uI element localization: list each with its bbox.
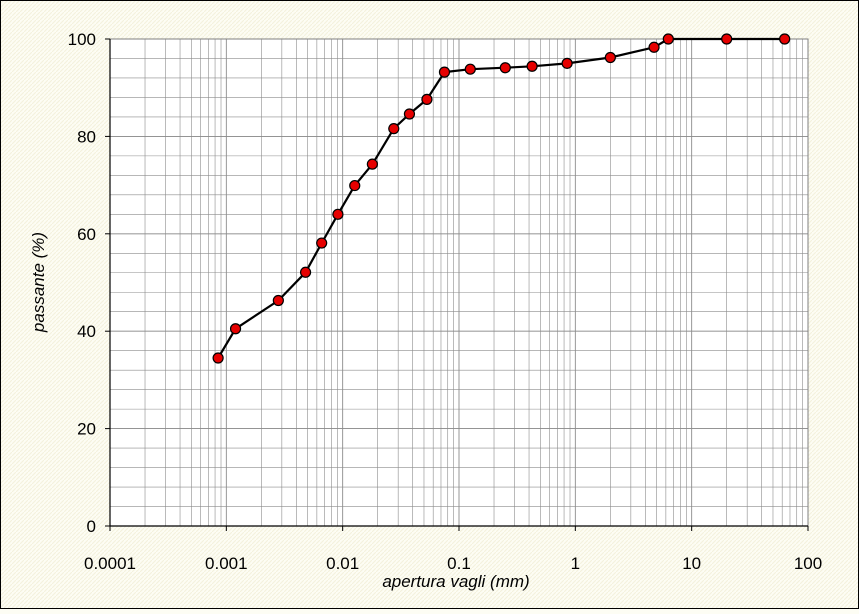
- y-tick-label: 0: [87, 517, 96, 536]
- y-tick-label: 40: [77, 322, 96, 341]
- y-tick-label: 60: [77, 225, 96, 244]
- y-axis-label: passante (%): [29, 232, 48, 333]
- data-point: [349, 179, 361, 192]
- data-point: [779, 33, 791, 45]
- data-point: [499, 62, 511, 74]
- data-point: [229, 323, 242, 335]
- data-point: [526, 60, 538, 72]
- y-tick-label: 20: [77, 420, 96, 439]
- x-tick-label: 0.001: [205, 554, 248, 573]
- data-point: [299, 266, 312, 278]
- axes: [105, 38, 809, 531]
- y-tick-labels: 0 20 40 60 80 100: [68, 30, 96, 536]
- x-axis-label: apertura vagli (mm): [382, 572, 529, 591]
- data-point: [212, 352, 224, 364]
- data-point: [272, 294, 284, 307]
- data-point: [316, 237, 328, 249]
- data-point: [403, 108, 416, 120]
- x-tick-labels: 0.0001 0.001 0.01 0.1 1 10 100: [84, 554, 822, 573]
- data-point: [662, 33, 674, 45]
- data-point: [332, 208, 344, 220]
- y-tick-label: 100: [68, 30, 96, 49]
- x-tick-label: 100: [794, 554, 822, 573]
- x-tick-label: 0.1: [447, 554, 471, 573]
- data-point: [604, 51, 616, 64]
- data-point: [388, 123, 400, 135]
- data-point: [366, 158, 378, 170]
- data-point: [721, 33, 733, 45]
- data-point: [438, 66, 451, 78]
- x-tick-label: 10: [682, 554, 701, 573]
- data-series: [212, 33, 791, 364]
- y-tick-label: 80: [77, 127, 96, 146]
- data-point: [421, 93, 433, 105]
- x-tick-label: 0.0001: [84, 554, 136, 573]
- data-point: [464, 63, 476, 75]
- data-point: [648, 41, 660, 53]
- x-tick-label: 0.01: [326, 554, 359, 573]
- data-point: [561, 57, 573, 69]
- x-tick-label: 1: [571, 554, 580, 573]
